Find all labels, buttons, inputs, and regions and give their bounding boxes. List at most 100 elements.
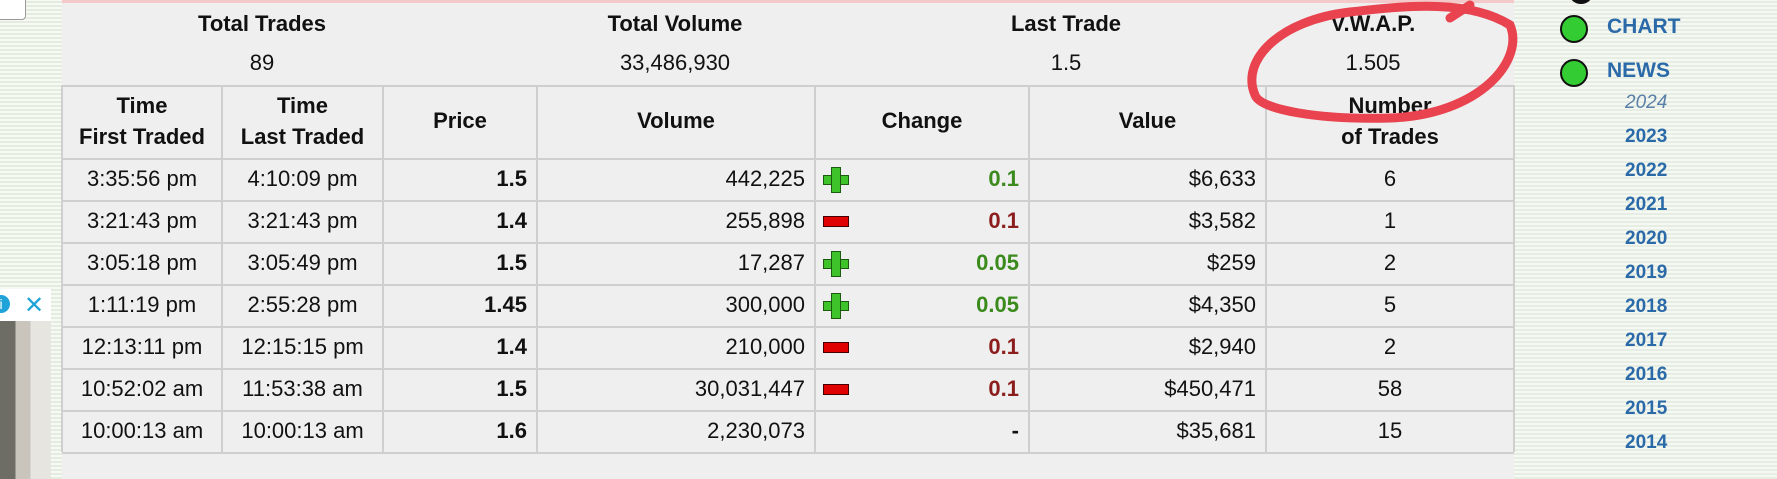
status-dot (1560, 59, 1588, 87)
sidebar-link[interactable]: NEWS (1607, 59, 1670, 82)
grid-line (62, 410, 1514, 412)
value: $35,681 (1176, 418, 1256, 443)
grid-line (62, 158, 1514, 160)
price: 1.5 (496, 250, 527, 275)
year-link[interactable]: 2021 (1625, 194, 1668, 215)
year-link[interactable]: 2019 (1625, 262, 1668, 283)
year-link[interactable]: 2016 (1625, 364, 1668, 385)
trades: 5 (1383, 292, 1397, 317)
price: 1.6 (496, 418, 527, 443)
price: 1.5 (496, 166, 527, 191)
time-first: 10:52:02 am (80, 376, 204, 401)
time-last: 2:55:28 pm (247, 292, 358, 317)
column-header: Price (433, 108, 487, 133)
plus-icon (831, 167, 841, 193)
column-header: of Trades (1341, 124, 1439, 149)
sidebar-link[interactable]: CHART (1607, 15, 1681, 38)
time-last: 4:10:09 pm (247, 166, 358, 191)
trades: 1 (1383, 208, 1397, 233)
grid-line (62, 242, 1514, 244)
time-first: 3:35:56 pm (86, 166, 198, 191)
summary-value: 89 (249, 50, 275, 75)
summary-label: Total Trades (198, 11, 326, 36)
volume: 255,898 (725, 208, 805, 233)
volume: 17,287 (737, 250, 805, 275)
year-link[interactable]: 2020 (1625, 228, 1668, 249)
minus-icon (823, 216, 849, 227)
year-link[interactable]: 2014 (1625, 432, 1668, 453)
time-last: 3:21:43 pm (247, 208, 358, 233)
minus-icon (823, 342, 849, 353)
time-first: 1:11:19 pm (87, 292, 197, 317)
column-header: First Traded (79, 124, 205, 149)
volume: 442,225 (725, 166, 805, 191)
volume: 30,031,447 (694, 376, 805, 401)
price: 1.4 (496, 208, 527, 233)
time-first: 3:05:18 pm (86, 250, 198, 275)
trades-panel (62, 0, 1514, 479)
grid-line (62, 200, 1514, 202)
grid-line (1513, 85, 1515, 452)
price: 1.45 (484, 292, 527, 317)
column-header: Change (881, 108, 963, 133)
year-link[interactable]: 2022 (1625, 160, 1668, 181)
grid-line (62, 368, 1514, 370)
time-last: 3:05:49 pm (247, 250, 358, 275)
trades: 58 (1377, 376, 1403, 401)
grid-line (1028, 85, 1030, 452)
time-first: 12:13:11 pm (81, 334, 203, 359)
value: $3,582 (1188, 208, 1256, 233)
grid-line (62, 284, 1514, 286)
plus-icon (831, 251, 841, 277)
time-last: 10:00:13 am (241, 418, 364, 443)
value: $6,633 (1188, 166, 1256, 191)
grid-line (1265, 85, 1267, 452)
volume: 300,000 (725, 292, 805, 317)
year-link[interactable]: 2018 (1625, 296, 1668, 317)
trades: 6 (1383, 166, 1397, 191)
time-first: 10:00:13 am (80, 418, 204, 443)
change: - (1011, 418, 1019, 443)
year-link[interactable]: 2017 (1625, 330, 1668, 351)
red-annotation (1247, 0, 1518, 123)
year-link[interactable]: 2024 (1625, 92, 1668, 113)
year-link[interactable]: 2015 (1625, 398, 1668, 419)
column-header: Volume (637, 108, 715, 133)
column-header: Last Traded (240, 124, 365, 149)
summary-label: Total Volume (607, 11, 743, 36)
grid-line (382, 85, 384, 452)
status-dot (1560, 15, 1588, 43)
grid-line (62, 85, 1514, 87)
time-last: 11:53:38 am (242, 376, 363, 401)
box (0, 0, 26, 20)
volume: 210,000 (725, 334, 805, 359)
summary-value: 1.505 (1345, 50, 1401, 75)
change: 0.05 (976, 292, 1019, 317)
icon (1570, 0, 1592, 4)
plus-icon (831, 293, 841, 319)
grid-line (536, 85, 538, 452)
change: 0.1 (988, 166, 1019, 191)
summary-value: 1.5 (1050, 50, 1082, 75)
column-header: Time (277, 93, 328, 118)
volume: 2,230,073 (707, 418, 805, 443)
column-header: Time (116, 93, 168, 118)
grid-line (814, 85, 816, 452)
grid-line (62, 326, 1514, 328)
time-last: 12:15:15 pm (241, 334, 364, 359)
summary-label: Last Trade (1010, 11, 1122, 36)
year-link[interactable]: 2023 (1625, 126, 1668, 147)
top-border (62, 0, 1514, 3)
price: 1.4 (496, 334, 527, 359)
grid-line (62, 452, 1514, 454)
change: 0.1 (988, 208, 1019, 233)
summary-value: 33,486,930 (619, 50, 731, 75)
value: $4,350 (1188, 292, 1256, 317)
grid-line (221, 85, 223, 452)
ad[interactable]: i ✕ (0, 289, 51, 479)
minus-icon (823, 384, 849, 395)
change: 0.05 (976, 250, 1019, 275)
column-header: Value (1118, 108, 1177, 133)
trades: 2 (1383, 334, 1397, 359)
